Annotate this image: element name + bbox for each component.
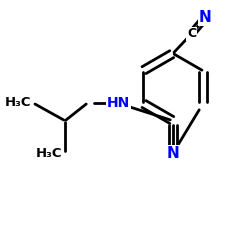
Text: H₃C: H₃C xyxy=(36,147,63,160)
Text: N: N xyxy=(199,10,212,25)
Text: H₃C: H₃C xyxy=(5,96,32,109)
Text: HN: HN xyxy=(107,96,130,110)
Text: N: N xyxy=(166,146,179,161)
Text: C: C xyxy=(187,27,196,40)
